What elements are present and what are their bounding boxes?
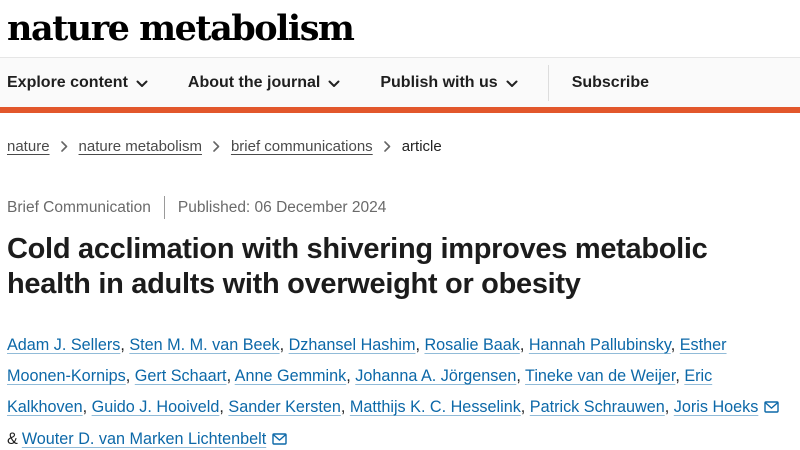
breadcrumb-brief-communications[interactable]: brief communications [230, 138, 373, 155]
nav-explore-content[interactable]: Explore content [7, 74, 148, 92]
article-header: nature nature metabolism brief communica… [0, 138, 800, 450]
journal-logo[interactable]: nature metabolism [7, 8, 355, 49]
author-link[interactable]: Joris Hoeks [673, 398, 759, 416]
masthead: nature metabolism [0, 0, 800, 57]
author-link[interactable]: Rosalie Baak [424, 336, 520, 354]
journal-accent-bar [0, 107, 800, 113]
chevron-down-icon [506, 80, 518, 88]
author-link[interactable]: Tineke van de Weijer [525, 367, 676, 385]
envelope-icon[interactable] [764, 393, 780, 424]
nav-divider [547, 64, 549, 101]
chevron-right-icon [383, 141, 391, 152]
nav-label: About the journal [187, 73, 321, 91]
breadcrumb-nature[interactable]: nature [7, 138, 50, 155]
article-type-label: Brief Communication [7, 198, 151, 216]
journal-navbar: Explore content About the journal Publis… [0, 57, 800, 107]
envelope-icon[interactable] [272, 425, 287, 450]
ampersand-separator: & [7, 430, 18, 448]
nav-publish-with-us[interactable]: Publish with us [380, 73, 518, 92]
subscribe-link[interactable]: Subscribe [571, 73, 650, 91]
author-link[interactable]: Johanna A. Jörgensen [355, 367, 517, 385]
nav-label: Publish with us [380, 73, 498, 91]
author-link[interactable]: Adam J. Sellers [7, 336, 121, 354]
chevron-right-icon [60, 141, 68, 152]
chevron-right-icon [213, 141, 220, 152]
author-link[interactable]: Hannah Pallubinsky [528, 336, 671, 354]
author-link[interactable]: Anne Gemmink [234, 367, 347, 385]
author-link[interactable]: Sten M. M. van Beek [129, 336, 280, 354]
author-link[interactable]: Esther Moonen-Kornips [7, 336, 727, 385]
article-meta: Brief Communication Published: 06 Decemb… [7, 196, 793, 219]
corresponding-author-link[interactable]: Wouter D. van Marken Lichtenbelt [21, 430, 267, 448]
breadcrumb: nature nature metabolism brief communica… [7, 138, 793, 155]
meta-divider [163, 196, 165, 219]
chevron-down-icon [328, 80, 340, 88]
author-link[interactable]: Gert Schaart [134, 367, 227, 385]
author-link[interactable]: Matthijs K. C. Hesselink [349, 398, 521, 416]
published-date: Published: 06 December 2024 [177, 198, 387, 216]
breadcrumb-article: article [401, 138, 442, 155]
author-link[interactable]: Guido J. Hooiveld [91, 398, 220, 416]
chevron-down-icon [136, 80, 148, 88]
nav-label: Explore content [7, 73, 128, 91]
breadcrumb-nature-metabolism[interactable]: nature metabolism [78, 138, 202, 155]
nav-about-the-journal[interactable]: About the journal [188, 74, 340, 92]
article-title: Cold acclimation with shivering improves… [7, 233, 708, 300]
author-link[interactable]: Patrick Schrauwen [529, 398, 665, 416]
author-link[interactable]: Eric Kalkhoven [7, 367, 713, 416]
author-list: Adam J. Sellers Sten M. M. van Beek Dzhans… [7, 330, 793, 450]
author-link[interactable]: Dzhansel Hashim [288, 336, 416, 354]
author-link[interactable]: Sander Kersten [228, 398, 341, 416]
